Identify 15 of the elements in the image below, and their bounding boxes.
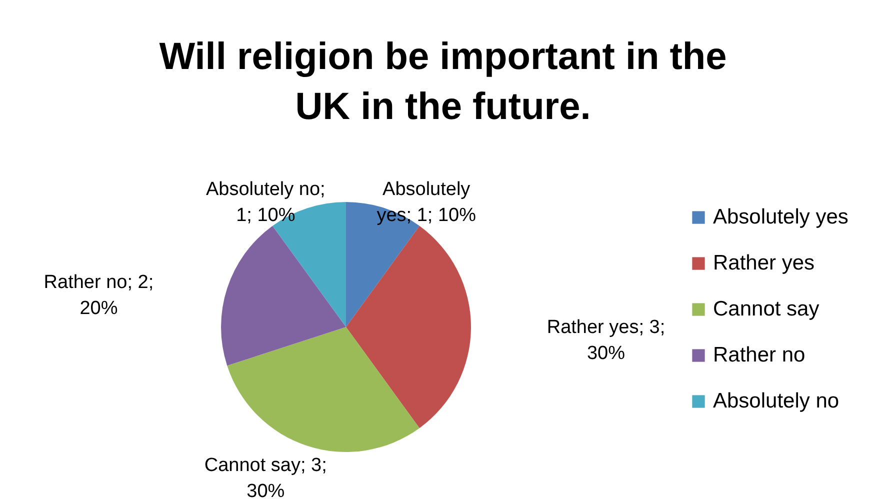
chart-title: Will religion be important in the UK in the future. <box>159 36 727 128</box>
legend-label: Cannot say <box>713 298 820 320</box>
legend-label: Absolutely no <box>713 390 840 412</box>
legend-label: Absolutely yes <box>713 206 848 228</box>
pie-slice <box>227 327 420 452</box>
pie-slice <box>346 226 471 428</box>
data-label: Absolutely yes; 1; 10% <box>376 179 476 226</box>
legend-label: Rather yes <box>713 252 815 274</box>
pie-slice <box>221 226 346 366</box>
legend-label: Rather no <box>713 344 806 366</box>
data-label: Rather yes; 3; 30% <box>546 317 666 364</box>
data-label: Absolutely no; 1; 10% <box>206 179 326 226</box>
data-label: Cannot say; 3; 30% <box>204 454 327 499</box>
pie-slice <box>346 202 420 327</box>
data-label: Rather no; 2; 20% <box>44 272 154 320</box>
